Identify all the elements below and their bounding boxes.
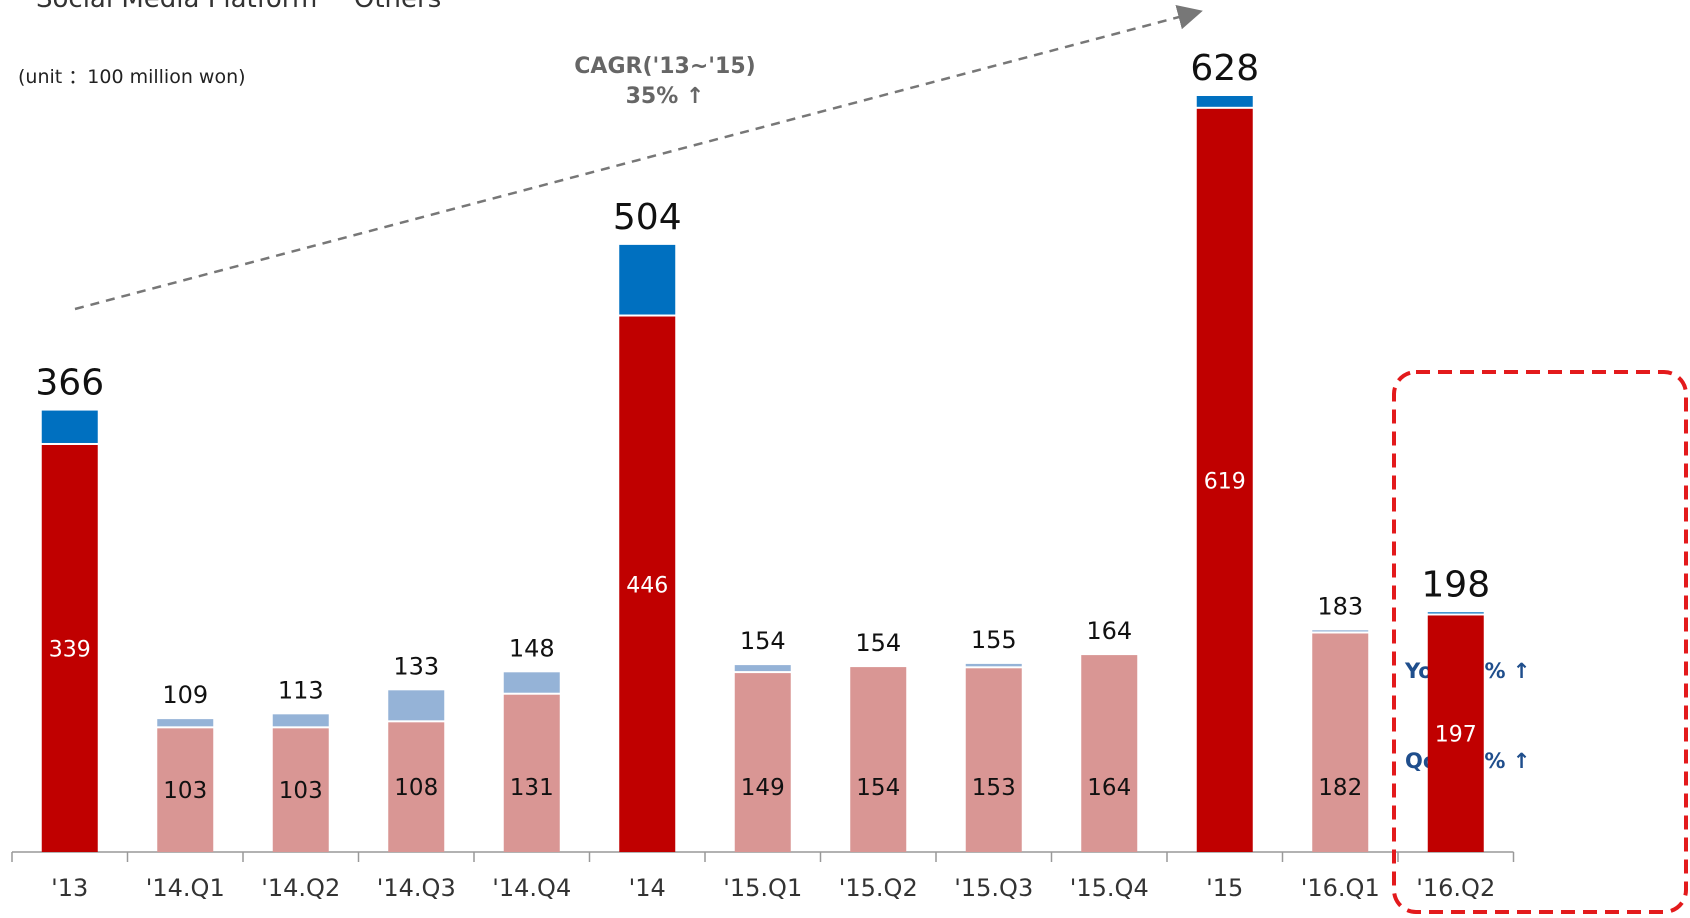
trend-arrow (74, 5, 1203, 311)
bar-social-media (734, 673, 791, 852)
bar-value-label: 103 (163, 778, 207, 804)
bar-value-label: 154 (856, 775, 900, 801)
legend: Social Media Platform Others (36, 0, 441, 14)
bar-social-media (1196, 108, 1253, 853)
bar-others (734, 665, 791, 672)
bar-social-media (965, 668, 1022, 852)
bar-total-label: 366 (35, 363, 104, 404)
bar-total-label: 628 (1190, 48, 1259, 89)
bar-value-label: 339 (49, 637, 91, 662)
bar-total-label: 148 (509, 634, 555, 662)
bar-social-media (388, 722, 445, 852)
x-tick-label: '14.Q2 (261, 874, 340, 902)
cagr-title: CAGR('13~'15) (574, 54, 756, 79)
bar-total-label: 155 (971, 626, 1017, 654)
legend-item-others: Others (354, 0, 441, 14)
bar-total-label: 109 (162, 681, 208, 709)
bar-value-label: 153 (972, 775, 1016, 801)
bar-total-label: 133 (393, 652, 439, 680)
bar-social-media (272, 728, 329, 852)
highlight-box (1392, 370, 1688, 914)
bar-social-media (503, 694, 560, 852)
x-tick-label: '14.Q3 (377, 874, 456, 902)
bar-social-media (41, 444, 98, 852)
bar-value-label: 619 (1204, 469, 1246, 494)
bar-total-label: 154 (855, 629, 901, 657)
bar-social-media (1427, 615, 1484, 852)
bar-value-label: 131 (510, 775, 554, 801)
bar-value-label: 103 (279, 778, 323, 804)
x-tick-label: '15.Q1 (723, 874, 802, 902)
x-tick-label: '16.Q1 (1301, 874, 1380, 902)
x-tick-label: '15.Q2 (839, 874, 918, 902)
bar-others (1312, 630, 1369, 632)
x-tick-label: '15.Q3 (954, 874, 1033, 902)
bar-total-label: 198 (1421, 564, 1490, 605)
bar-total-label: 183 (1317, 592, 1363, 620)
x-tick-label: '14 (629, 874, 666, 902)
bar-value-label: 446 (626, 573, 668, 598)
x-tick-label: '15.Q4 (1070, 874, 1149, 902)
bar-social-media (1312, 633, 1369, 852)
bar-others (1196, 96, 1253, 107)
bar-social-media (157, 728, 214, 852)
bar-others (1427, 612, 1484, 614)
bar-others (503, 672, 560, 693)
bar-value-label: 164 (1087, 775, 1131, 801)
bar-social-media (1081, 655, 1138, 852)
bar-social-media (619, 316, 676, 852)
unit-label: (unit ：100 million won) (18, 66, 246, 88)
bar-value-label: 108 (394, 775, 438, 801)
bar-social-media (850, 667, 907, 852)
bar-total-label: 154 (740, 627, 786, 655)
bar-others (41, 410, 98, 443)
bar-value-label: 197 (1435, 723, 1477, 748)
bar-others (388, 690, 445, 721)
legend-item-social-media: Social Media Platform (36, 0, 317, 14)
x-tick-label: '16.Q2 (1416, 874, 1495, 902)
x-tick-label: '13 (51, 874, 88, 902)
cagr-value: 35% ↑ (625, 84, 705, 109)
cagr-annotation: CAGR('13~'15) 35% ↑ (560, 52, 770, 112)
bar-others (272, 714, 329, 727)
bar-value-label: 182 (1318, 775, 1362, 801)
bar-value-label: 149 (741, 775, 785, 801)
bar-others (157, 719, 214, 727)
x-tick-label: '14.Q1 (146, 874, 225, 902)
bar-total-label: 504 (613, 197, 682, 238)
bar-total-label: 164 (1086, 617, 1132, 645)
bar-others (965, 663, 1022, 667)
bar-others (619, 244, 676, 315)
bar-total-label: 113 (278, 676, 324, 704)
x-tick-label: '14.Q4 (492, 874, 571, 902)
x-tick-label: '15 (1206, 874, 1243, 902)
